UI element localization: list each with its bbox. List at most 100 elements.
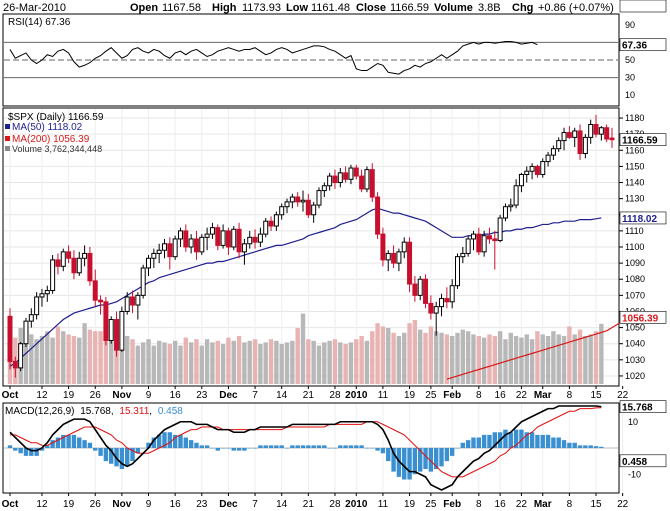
candle-body bbox=[124, 296, 130, 312]
candle-body bbox=[428, 302, 434, 314]
candle-body bbox=[177, 230, 183, 240]
candle-body bbox=[337, 172, 343, 184]
volume-bar bbox=[364, 340, 370, 384]
volume-value-tag-box bbox=[619, 0, 667, 13]
macd-histogram-bar bbox=[338, 445, 343, 448]
price-x-axis-label: Oct bbox=[2, 390, 19, 401]
volume-bar bbox=[540, 334, 545, 384]
candle-body bbox=[66, 251, 72, 259]
candle-body bbox=[98, 299, 104, 303]
volume-bar bbox=[178, 345, 183, 384]
candle-body bbox=[114, 319, 120, 351]
candle-body bbox=[391, 252, 397, 264]
volume-bar bbox=[572, 334, 577, 384]
macd-histogram-bar bbox=[13, 448, 18, 451]
volume-bar bbox=[87, 329, 93, 384]
macd-histogram-bar bbox=[135, 448, 141, 454]
candle-body bbox=[311, 204, 317, 216]
price-x-axis-label: 8 bbox=[567, 390, 573, 401]
candle-body bbox=[161, 243, 167, 251]
price-x-axis-label: 15 bbox=[590, 390, 602, 401]
candle-body bbox=[7, 315, 13, 362]
bottom-x-axis-label: 14 bbox=[276, 499, 288, 510]
volume-bar bbox=[284, 342, 290, 384]
legend-spx: $SPX (Daily) 1166.59 bbox=[8, 112, 104, 123]
price-y-tick-label: 1140 bbox=[625, 178, 644, 188]
macd-histogram-bar bbox=[513, 429, 519, 448]
macd-histogram-bar bbox=[583, 445, 588, 448]
legend-volume-swatch bbox=[5, 146, 10, 151]
macd-histogram-bar bbox=[45, 445, 50, 448]
bottom-x-axis-label: 16 bbox=[495, 499, 507, 510]
volume-bar bbox=[402, 332, 407, 384]
candle-body bbox=[582, 136, 588, 155]
macd-histogram-bar bbox=[252, 448, 258, 449]
macd-histogram-bar bbox=[82, 440, 87, 448]
candle-body bbox=[167, 243, 173, 258]
volume-bar bbox=[45, 331, 50, 384]
rsi-legend: RSI(14) 67.36 bbox=[8, 17, 71, 28]
volume-bar bbox=[433, 331, 439, 384]
macd-signal-polyline bbox=[10, 407, 602, 478]
macd-histogram-bar bbox=[18, 448, 23, 454]
open-value: 1167.58 bbox=[162, 2, 201, 14]
candle-body bbox=[44, 290, 50, 295]
volume-bar bbox=[449, 336, 455, 384]
rsi-y-tick-label: 90 bbox=[625, 20, 635, 30]
macd-histogram-bar bbox=[508, 432, 513, 448]
candle-body bbox=[295, 196, 301, 203]
macd-histogram-bar bbox=[98, 448, 103, 456]
macd-histogram-bar bbox=[194, 442, 199, 448]
candle-body bbox=[588, 124, 594, 138]
volume-bar bbox=[487, 334, 492, 384]
candle-body bbox=[151, 252, 157, 259]
low-value: 1161.48 bbox=[311, 2, 350, 14]
candle-body bbox=[529, 165, 535, 172]
rsi-line bbox=[9, 41, 538, 75]
candle-body bbox=[396, 251, 402, 264]
price-x-axis-label: Mar bbox=[534, 390, 552, 401]
volume-bar bbox=[93, 331, 98, 384]
macd-histogram-bar bbox=[348, 445, 354, 448]
macd-histogram-bar bbox=[215, 448, 220, 451]
ma200-value-tag: 1056.39 bbox=[622, 313, 659, 324]
macd-histogram-bar bbox=[306, 445, 311, 448]
macd-histogram-bar bbox=[242, 448, 247, 451]
bottom-x-axis-label: Feb bbox=[443, 499, 461, 510]
candle-body bbox=[183, 230, 189, 248]
volume-bar bbox=[396, 336, 402, 384]
price-x-axis-label: 16 bbox=[495, 390, 507, 401]
price-y-tick-label: 1080 bbox=[625, 274, 645, 284]
svg-text:MACD(12,26,9) 15.768,: MACD(12,26,9) 15.768, 15.311, 0.458 bbox=[5, 406, 183, 417]
volume-bar bbox=[290, 340, 295, 384]
rsi-y-tick-label: 50 bbox=[625, 55, 635, 65]
candle-body bbox=[572, 130, 578, 138]
volume-bar bbox=[460, 329, 466, 384]
volume-bar bbox=[338, 342, 343, 384]
volume-bar bbox=[263, 342, 268, 384]
volume-bar bbox=[279, 344, 284, 384]
macd-panel: 10 -10 15.768 0.458 MACD(12,26,9) 15.768, 1… bbox=[2, 400, 667, 494]
price-x-axis-label: 16 bbox=[170, 390, 182, 401]
price-x-axis-label: 19 bbox=[404, 390, 416, 401]
macd-signal-line bbox=[10, 407, 602, 478]
macd-value-tag-box bbox=[619, 400, 667, 413]
macd-histogram-bar bbox=[572, 442, 577, 448]
price-x-axis-label: 9 bbox=[146, 390, 152, 401]
macd-legend-value: 15.768 bbox=[80, 406, 111, 417]
macd-histogram-bar bbox=[311, 445, 316, 448]
candle-body bbox=[508, 204, 514, 208]
candle-body bbox=[385, 252, 391, 261]
candle-body bbox=[135, 294, 141, 306]
volume-bar bbox=[444, 334, 450, 384]
candle-body bbox=[140, 267, 146, 296]
macd-histogram-bar bbox=[93, 448, 98, 451]
price-x-axis: Oct 12 19 26 Nov 9 16 23 Dec 7 14 21 28 2010 11 19 25 Feb… bbox=[2, 386, 629, 401]
volume-bar bbox=[359, 336, 364, 384]
volume-bar bbox=[29, 334, 34, 384]
candle-body bbox=[193, 238, 199, 253]
macd-histogram-bar bbox=[412, 448, 418, 475]
candle-body bbox=[486, 235, 492, 240]
candle-body bbox=[257, 233, 263, 243]
macd-histogram-bar bbox=[545, 434, 551, 448]
